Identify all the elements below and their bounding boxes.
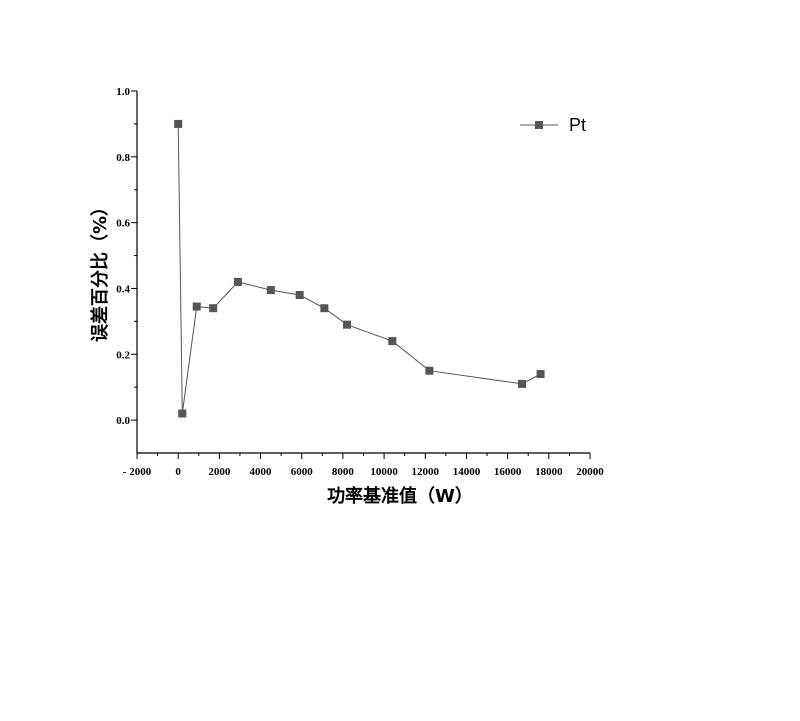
axes xyxy=(136,91,590,454)
data-point xyxy=(388,337,397,346)
legend-label: Pt xyxy=(569,115,586,135)
data-point xyxy=(209,304,218,313)
x-tick-label: - 2000 xyxy=(123,466,152,478)
x-tick-label: 8000 xyxy=(332,466,355,478)
data-point xyxy=(343,320,352,329)
x-tick-label: 14000 xyxy=(453,466,481,478)
y-tick-label: 1.0 xyxy=(116,86,130,98)
x-tick-label: 18000 xyxy=(535,466,563,478)
data-point xyxy=(536,370,545,379)
series-layer xyxy=(174,119,545,418)
data-point xyxy=(425,366,434,375)
data-point xyxy=(266,286,275,295)
x-ticks: - 2000 0 2000 4000 6000 8000 10000 12000 14000 16… xyxy=(123,453,604,478)
x-tick-label: 16000 xyxy=(494,466,522,478)
y-ticks: 0.0 0.2 0.4 0.6 0.8 1.0 xyxy=(116,86,137,427)
x-tick-label: 2000 xyxy=(208,466,231,478)
y-tick-label: 0.0 xyxy=(116,415,130,427)
x-tick-label: 20000 xyxy=(576,466,604,478)
y-tick-label: 0.6 xyxy=(116,218,130,230)
y-axis-title: 误差百分比（%） xyxy=(89,198,111,342)
series-line xyxy=(177,123,541,414)
x-tick-label: 12000 xyxy=(412,466,440,478)
x-tick-label: 6000 xyxy=(291,466,314,478)
data-point xyxy=(518,379,527,388)
x-tick-label: 0 xyxy=(175,466,181,478)
data-point xyxy=(295,291,304,300)
y-tick-label: 0.4 xyxy=(116,283,130,295)
data-point xyxy=(178,409,187,418)
data-point xyxy=(233,277,242,286)
legend-marker xyxy=(535,121,543,129)
y-tick-label: 0.8 xyxy=(116,152,130,164)
x-tick-label: 4000 xyxy=(250,466,273,478)
data-point xyxy=(192,302,201,311)
y-tick-label: 0.2 xyxy=(116,349,130,361)
x-axis-title: 功率基准值（W） xyxy=(327,485,473,507)
x-tick-label: 10000 xyxy=(370,466,398,478)
legend: Pt xyxy=(520,115,586,135)
data-point xyxy=(320,304,329,313)
data-point xyxy=(174,119,183,128)
